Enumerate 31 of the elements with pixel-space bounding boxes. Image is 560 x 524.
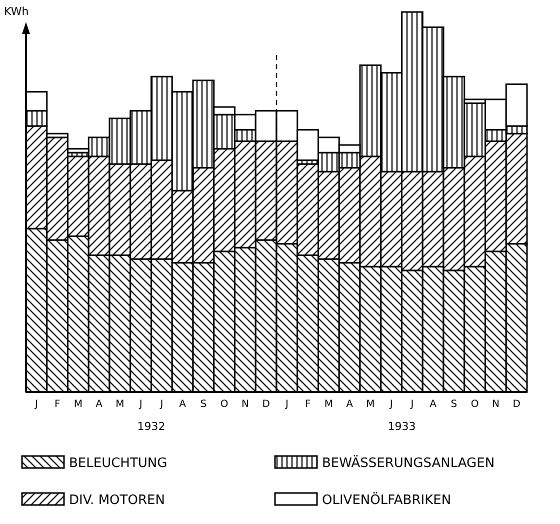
x-tick-label: S (200, 399, 207, 410)
x-tick-label: A (346, 399, 354, 410)
x-tick-label: J (138, 399, 142, 410)
x-tick-label: M (324, 399, 334, 410)
x-tick-label: J (284, 399, 288, 410)
text: 1932 (137, 420, 166, 433)
x-tick-label: N (241, 399, 249, 410)
y-axis-title: KWh (4, 5, 29, 18)
legend-label: BEWÄSSERUNGSANLAGEN (322, 455, 495, 471)
x-tick-label: M (74, 399, 83, 410)
x-tick-label: A (96, 399, 103, 410)
x-tick-label: S (450, 399, 458, 410)
x-tick-label: D (262, 399, 270, 410)
x-tick-label: F (304, 399, 311, 410)
x-tick-label: J (388, 399, 393, 410)
x-tick-label: A (430, 399, 437, 410)
x-tick-label: D (512, 399, 521, 410)
x-tick-label: F (54, 399, 60, 410)
x-tick-label: O (470, 399, 479, 410)
x-tick-label: M (116, 399, 124, 410)
x-tick-label: M (366, 399, 375, 410)
x-tick-label: J (34, 399, 38, 410)
x-tick-label: N (492, 399, 500, 410)
legend-label: DIV. MOTOREN (69, 493, 165, 508)
x-tick-label: O (220, 399, 228, 410)
text: 1933 (388, 420, 416, 433)
legend-label: BELEUCHTUNG (69, 456, 168, 471)
legend-label: OLIVENÖLFABRIKEN (322, 492, 452, 508)
x-tick-label: J (159, 399, 164, 410)
x-tick-label: A (179, 399, 186, 410)
x-tick-label: J (410, 399, 414, 410)
